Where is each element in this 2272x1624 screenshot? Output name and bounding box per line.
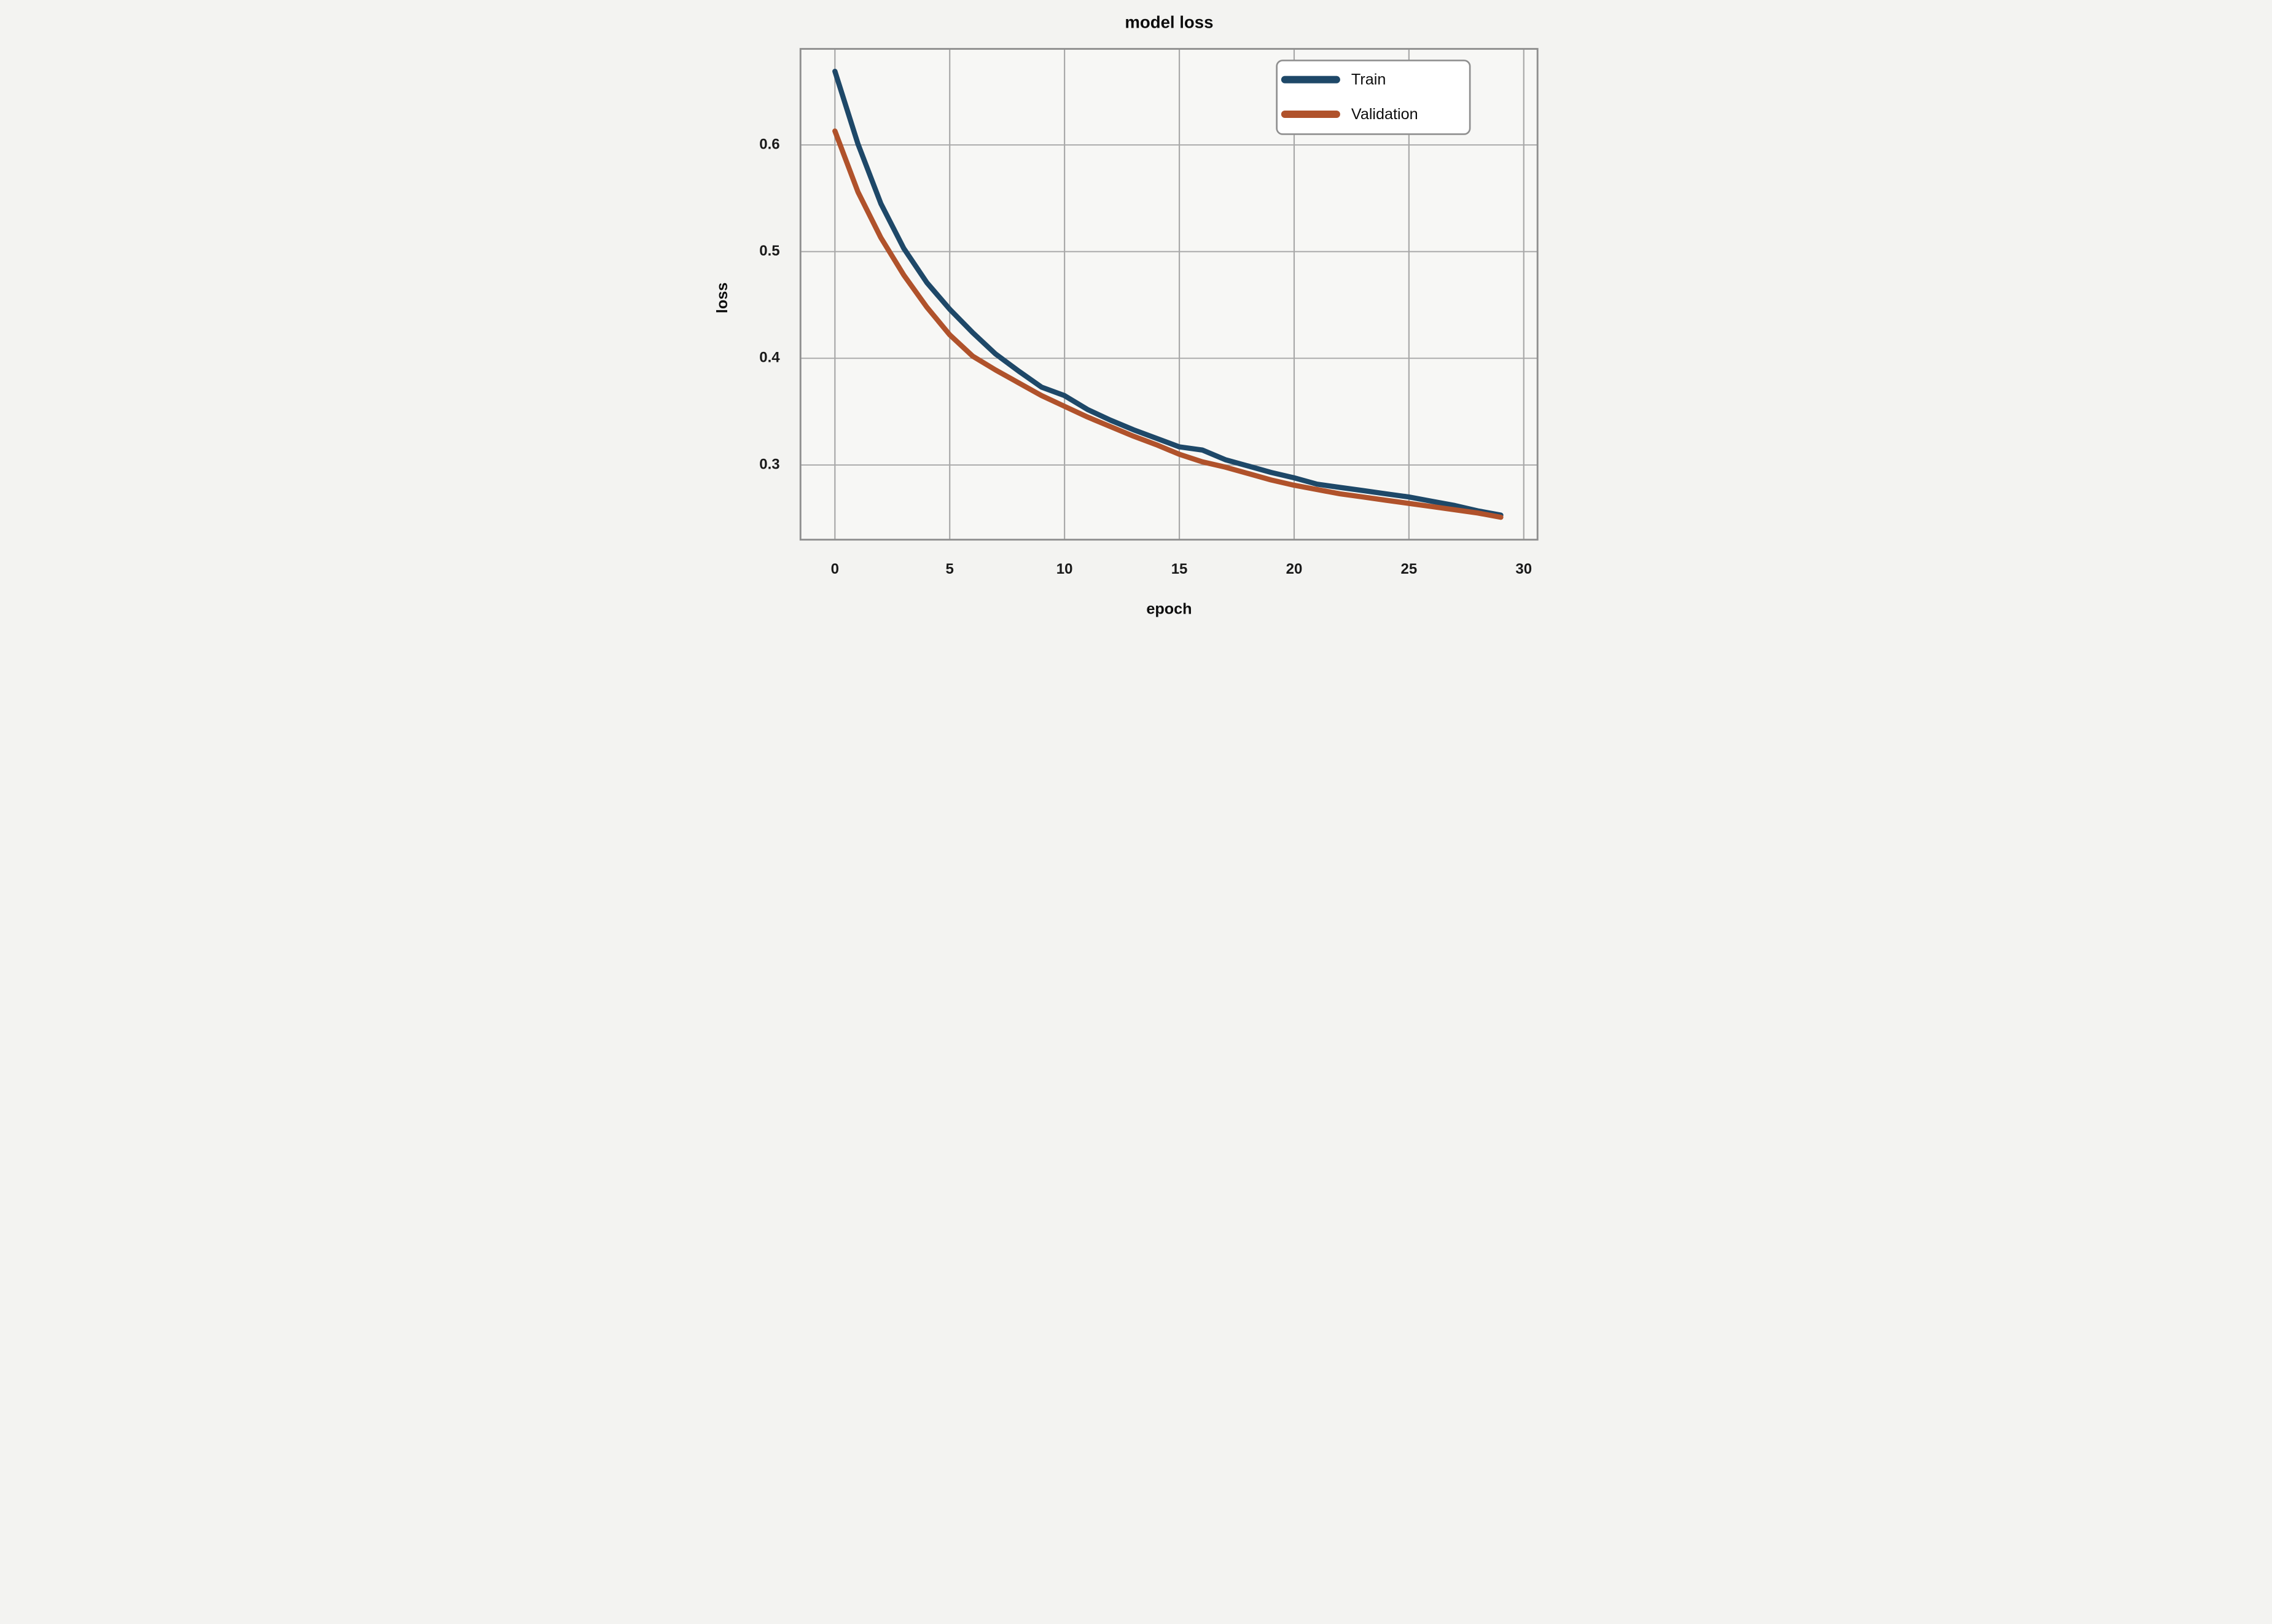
x-tick-label: 15 <box>1171 561 1187 577</box>
legend-label-train: Train <box>1351 71 1385 88</box>
loss-chart-figure: 0 5 10 15 20 25 30 0.3 0.4 0.5 0.6 model loss epoc… <box>682 0 1591 649</box>
legend-label-validation: Validation <box>1351 106 1418 123</box>
x-tick-label: 0 <box>830 561 838 577</box>
tick-labels: 0 5 10 15 20 25 30 0.3 0.4 0.5 0.6 <box>759 136 1532 577</box>
y-tick-label: 0.3 <box>759 456 779 472</box>
y-axis-label: loss <box>713 283 730 313</box>
x-tick-label: 20 <box>1286 561 1302 577</box>
y-tick-label: 0.5 <box>759 243 779 259</box>
y-tick-label: 0.4 <box>759 349 780 366</box>
legend: Train Validation <box>1275 60 1470 135</box>
chart-title: model loss <box>1125 13 1213 32</box>
x-tick-label: 25 <box>1400 561 1417 577</box>
train-curve <box>832 68 1504 518</box>
x-axis-label: epoch <box>1146 600 1192 617</box>
x-tick-label: 5 <box>945 561 953 577</box>
data-curves <box>832 68 1504 520</box>
x-tick-label: 30 <box>1515 561 1532 577</box>
gridlines <box>800 49 1537 540</box>
plot-border <box>799 48 1539 541</box>
validation-curve <box>832 128 1504 520</box>
chart-svg: 0 5 10 15 20 25 30 0.3 0.4 0.5 0.6 model loss epoc… <box>713 13 1539 617</box>
x-tick-label: 10 <box>1056 561 1072 577</box>
y-tick-label: 0.6 <box>759 136 779 152</box>
